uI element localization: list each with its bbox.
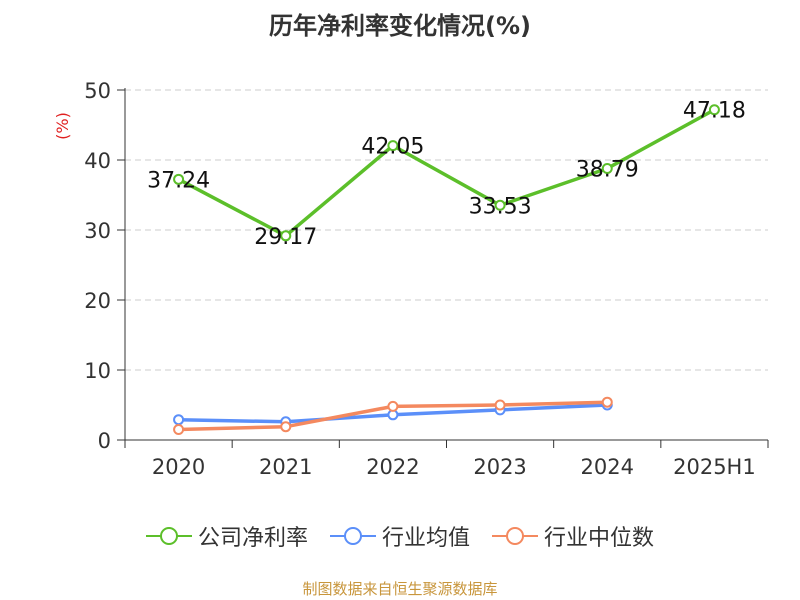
legend-item-company[interactable]: 公司净利率 (145, 520, 308, 552)
y-tick-label: 40 (84, 149, 111, 173)
legend-item-industry-mean[interactable]: 行业均值 (329, 520, 470, 552)
data-source-note: 制图数据来自恒生聚源数据库 (302, 580, 498, 598)
chart-legend: 公司净利率 行业均值 行业中位数 (0, 520, 800, 552)
y-tick-label: 30 (84, 219, 111, 243)
legend-line-icon (492, 527, 538, 545)
data-label: 33.53 (469, 194, 532, 219)
x-tick-label: 2023 (473, 455, 526, 479)
legend-label: 公司净利率 (197, 526, 308, 551)
data-point (601, 396, 613, 408)
data-point (494, 199, 506, 211)
y-axis-label: (%) (53, 112, 72, 140)
data-point (601, 162, 613, 174)
legend-label: 行业中位数 (544, 526, 655, 551)
y-tick-label: 10 (84, 359, 111, 383)
y-tick-label: 20 (84, 289, 111, 313)
x-tick-label: 2024 (581, 455, 634, 479)
chart-title: 历年净利率变化情况(%) (269, 12, 531, 40)
data-label: 29.17 (254, 225, 317, 250)
data-label: 47.18 (683, 99, 746, 124)
line-chart: 0 10 20 30 40 50 (%) 2020 2021 2022 2023 2024 2025H1… (53, 79, 769, 479)
data-point (173, 414, 185, 426)
data-point (494, 399, 506, 411)
legend-line-icon (329, 527, 376, 545)
data-point (708, 104, 720, 116)
data-point (173, 424, 185, 435)
data-point (387, 140, 399, 152)
x-tick-label: 2021 (259, 455, 312, 479)
data-label: 38.79 (576, 157, 639, 182)
data-label: 42.05 (361, 135, 424, 160)
x-tick-label: 2022 (366, 455, 419, 479)
x-tick-label: 2025H1 (673, 455, 756, 479)
x-tick-label: 2020 (152, 455, 205, 479)
y-tick-label: 50 (84, 79, 111, 103)
legend-label: 行业均值 (381, 526, 470, 551)
data-point (173, 173, 185, 185)
legend-item-industry-median[interactable]: 行业中位数 (492, 520, 654, 552)
data-point (280, 230, 292, 242)
data-point (387, 400, 399, 412)
data-label: 37.24 (147, 168, 210, 193)
legend-line-icon (145, 527, 192, 545)
y-tick-label: 0 (98, 429, 111, 453)
data-point (280, 421, 292, 433)
series-line (177, 108, 716, 238)
